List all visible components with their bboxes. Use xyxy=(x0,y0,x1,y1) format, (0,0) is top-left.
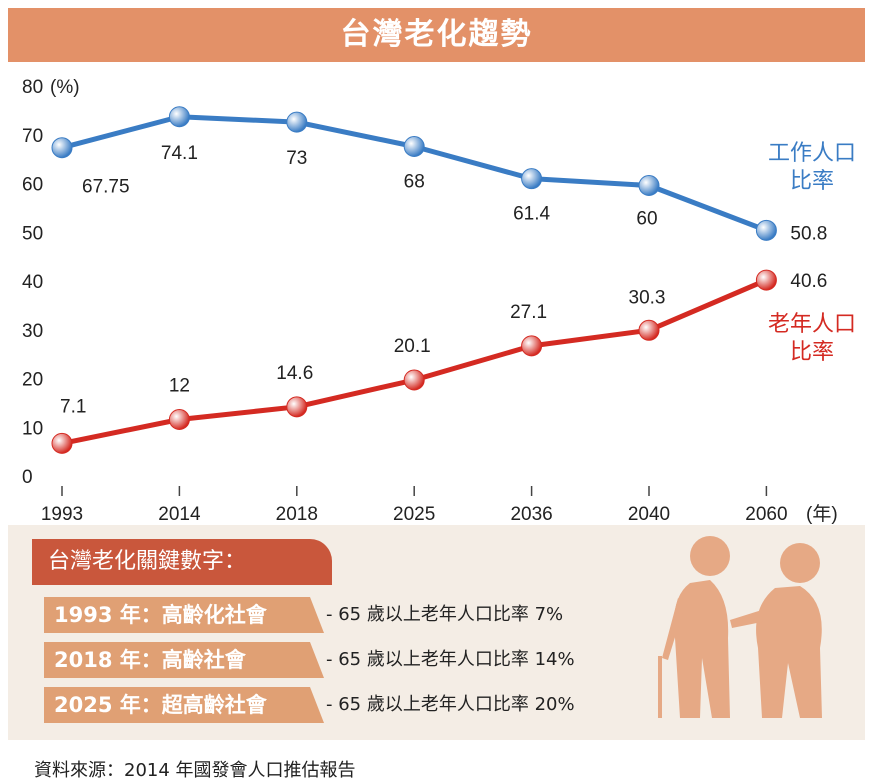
marker xyxy=(638,319,660,341)
title: 台灣老化趨勢 xyxy=(8,8,865,62)
key-facts-title: 台灣老化關鍵數字： xyxy=(32,539,332,585)
value-label: 40.6 xyxy=(790,271,827,292)
value-label: 12 xyxy=(169,376,190,397)
marker xyxy=(51,137,73,159)
value-label: 61.4 xyxy=(513,204,550,225)
y-axis-label: (%) xyxy=(50,77,80,98)
marker xyxy=(168,409,190,430)
y-tick-label: 0 xyxy=(22,467,33,488)
value-label: 68 xyxy=(404,172,425,193)
marker xyxy=(521,335,543,357)
fact-desc: - 65 歲以上老年人口比率 7% xyxy=(326,604,564,625)
marker xyxy=(755,219,777,241)
marker xyxy=(51,432,73,454)
marker xyxy=(286,396,308,418)
y-tick-label: 70 xyxy=(22,126,43,147)
y-tick-label: 30 xyxy=(22,321,43,342)
elderly-illustration xyxy=(658,536,822,718)
x-tick-label: 2018 xyxy=(276,504,318,525)
fact-desc: - 65 歲以上老年人口比率 14% xyxy=(326,649,575,670)
fact-label: 2018 年：高齡社會 xyxy=(44,642,324,678)
x-axis-label: (年) xyxy=(806,503,838,525)
marker xyxy=(755,269,777,291)
marker xyxy=(286,111,308,133)
y-tick-label: 60 xyxy=(22,175,43,196)
y-tick-label: 50 xyxy=(22,223,43,244)
value-label: 60 xyxy=(636,209,657,230)
y-tick-label: 20 xyxy=(22,370,43,391)
legend-label: 老年人口比率 xyxy=(767,312,856,365)
x-tick-label: 2025 xyxy=(393,504,435,525)
value-label: 7.1 xyxy=(60,396,86,417)
value-label: 73 xyxy=(286,148,307,169)
fact-label: 2025 年：超高齡社會 xyxy=(44,687,324,723)
x-tick-label: 2060 xyxy=(745,504,787,525)
marker xyxy=(168,106,190,128)
x-tick-label: 2040 xyxy=(628,504,670,525)
value-label: 67.75 xyxy=(82,177,130,198)
y-tick-label: 10 xyxy=(22,418,43,439)
value-label: 20.1 xyxy=(394,336,431,357)
value-label: 50.8 xyxy=(790,223,827,244)
marker xyxy=(403,136,425,157)
x-tick-label: 2036 xyxy=(510,504,552,525)
value-label: 30.3 xyxy=(629,287,666,308)
marker xyxy=(521,168,543,190)
value-label: 74.1 xyxy=(161,143,198,164)
source: 資料來源：2014 年國發會人口推估報告 xyxy=(34,760,356,780)
value-label: 27.1 xyxy=(510,302,547,323)
legend-label: 工作人口比率 xyxy=(767,141,856,194)
fact-desc: - 65 歲以上老年人口比率 20% xyxy=(326,694,575,715)
x-tick-label: 2014 xyxy=(158,504,201,525)
marker xyxy=(638,175,660,196)
marker xyxy=(403,369,425,391)
fact-label: 1993 年：高齡化社會 xyxy=(44,597,324,633)
value-label: 14.6 xyxy=(276,363,313,384)
chart: 0 10 20 30 40 50 60 70 80 (%) 1993 2014 2018 2025 2036… xyxy=(22,77,838,525)
y-tick-label: 80 xyxy=(22,77,43,98)
x-tick-label: 1993 xyxy=(41,504,83,525)
y-tick-label: 40 xyxy=(22,272,43,293)
